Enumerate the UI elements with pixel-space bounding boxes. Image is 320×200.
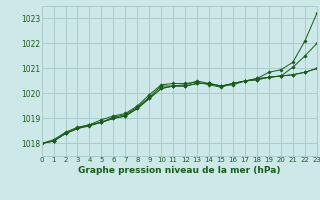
- X-axis label: Graphe pression niveau de la mer (hPa): Graphe pression niveau de la mer (hPa): [78, 166, 280, 175]
